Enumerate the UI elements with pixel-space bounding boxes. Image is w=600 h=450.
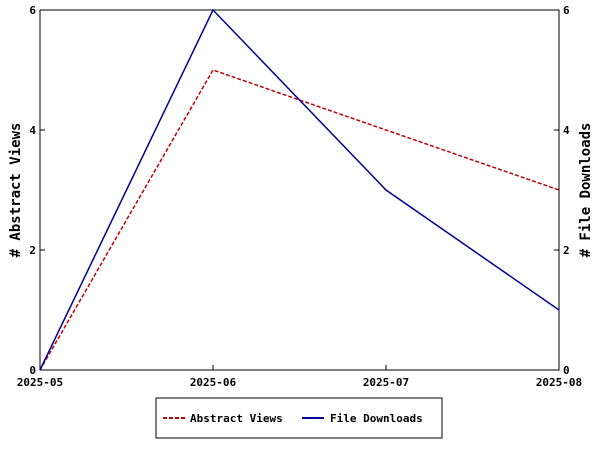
y-tick-label-left: 0 (29, 364, 36, 377)
y-tick-label-left: 4 (29, 124, 36, 137)
series-line-file-downloads (39, 8, 560, 371)
legend-label-abstract-views: Abstract Views (190, 412, 283, 425)
y-axis-title-left: # Abstract Views (8, 123, 24, 258)
y-tick-label-left: 2 (29, 244, 36, 257)
x-tick-label: 2025-07 (363, 376, 409, 389)
x-tick-label: 2025-08 (536, 376, 582, 389)
y-tick-label-right: 2 (563, 244, 570, 257)
y-tick-label-left: 6 (29, 4, 36, 17)
legend-box (155, 397, 443, 439)
series-layer (39, 8, 560, 371)
y-tick-label-right: 6 (563, 4, 570, 17)
series-line-abstract-views (39, 69, 560, 371)
x-tick-label: 2025-05 (17, 376, 63, 389)
y-tick-label-right: 4 (563, 124, 570, 137)
legend: Abstract Views File Downloads (155, 397, 443, 439)
plot-frame (39, 9, 560, 371)
y-tick-label-right: 0 (563, 364, 570, 377)
legend-label-file-downloads: File Downloads (330, 412, 423, 425)
y-axis-title-right: # File Downloads (578, 123, 594, 258)
x-tick-label: 2025-06 (190, 376, 237, 389)
